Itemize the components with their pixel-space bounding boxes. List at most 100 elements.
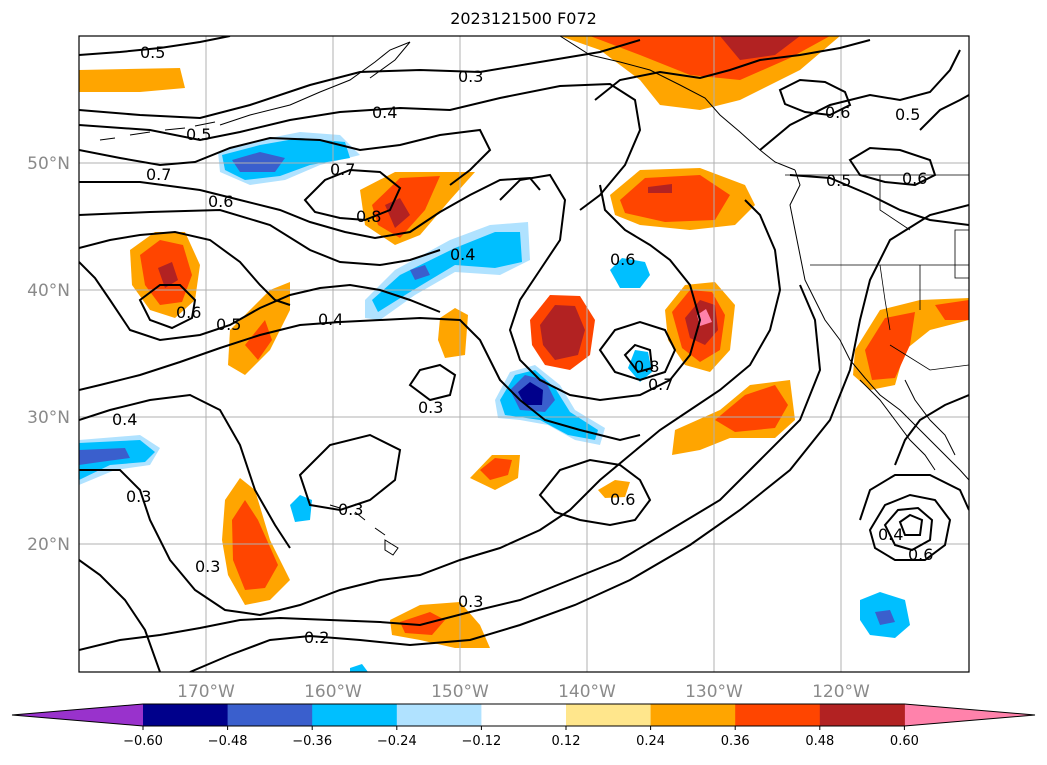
longitude-labels: 170°W 160°W 150°W 140°W 130°W 120°W xyxy=(177,682,870,702)
contour-line xyxy=(79,36,231,56)
contour-line xyxy=(538,458,652,527)
contour-line xyxy=(759,49,961,151)
contour-label: 0.3 xyxy=(195,557,220,576)
contour-label: 0.4 xyxy=(372,103,397,122)
contour-line xyxy=(79,199,782,617)
lon-label-140w: 140°W xyxy=(558,682,616,702)
colorbar-segment xyxy=(312,704,398,726)
contour-label: 0.3 xyxy=(418,398,443,417)
map-area: 0.5 0.3 0.4 0.5 0.7 0.7 0.6 0.8 0.4 0.6 … xyxy=(79,36,969,672)
colorbar-extend-min xyxy=(12,704,143,726)
contour-line xyxy=(79,176,541,240)
contour-line xyxy=(79,559,161,672)
contour-line xyxy=(79,39,641,120)
contour-label: 0.5 xyxy=(216,315,241,334)
contour-label: 0.6 xyxy=(908,545,933,564)
contour-line xyxy=(898,513,924,536)
positive-anomaly-region xyxy=(79,68,185,92)
colorbar-tick-label: 0.48 xyxy=(805,734,834,749)
colorbar-tick-label: 0.60 xyxy=(890,734,919,749)
contour-label: 0.5 xyxy=(895,105,920,124)
contour-label: 0.6 xyxy=(176,303,201,322)
contour-label: 0.7 xyxy=(648,375,673,394)
contour-label: 0.7 xyxy=(330,160,355,179)
positive-anomaly-region xyxy=(540,305,585,360)
lon-label-150w: 150°W xyxy=(431,682,489,702)
lon-label-160w: 160°W xyxy=(304,682,362,702)
anomaly-fills xyxy=(79,36,969,672)
contour-line xyxy=(138,284,197,330)
contour-line xyxy=(919,94,969,131)
contour-line xyxy=(79,128,492,186)
lon-label-170w: 170°W xyxy=(177,682,235,702)
lat-label-50n: 50°N xyxy=(27,154,70,174)
negative-anomaly-region xyxy=(232,152,285,172)
colorbar-segment xyxy=(566,704,652,726)
lon-label-120w: 120°W xyxy=(812,682,870,702)
contour-line xyxy=(408,363,457,402)
contour-line xyxy=(79,393,291,549)
colorbar-segment xyxy=(735,704,821,726)
contour-label: 0.5 xyxy=(826,171,851,190)
contour-label: 0.6 xyxy=(610,250,635,269)
contour-line xyxy=(594,39,871,101)
contour-line xyxy=(298,433,402,512)
gulf-coast xyxy=(904,379,956,456)
contour-label: 0.6 xyxy=(610,490,635,509)
negative-anomaly-region xyxy=(518,382,543,405)
colorbar-tick-label: −0.36 xyxy=(292,734,332,749)
contour-line xyxy=(79,261,441,342)
colorbar-segment xyxy=(143,704,229,726)
map-frame xyxy=(78,35,970,673)
positive-anomaly-region xyxy=(648,184,672,193)
contour-line xyxy=(789,174,969,226)
contour-line xyxy=(778,78,852,117)
us-mexico-border xyxy=(889,344,969,371)
contour-line xyxy=(859,474,969,521)
contour-line xyxy=(883,506,934,552)
positive-anomaly-region xyxy=(232,500,278,590)
colorbar-extend-max xyxy=(904,704,1035,726)
negative-anomaly-region xyxy=(410,265,430,280)
contour-line xyxy=(848,146,937,187)
lon-label-130w: 130°W xyxy=(685,682,743,702)
latitude-labels: 50°N 40°N 30°N 20°N xyxy=(27,154,70,555)
contour-label-group: 0.5 0.3 0.4 0.5 0.7 0.7 0.6 0.8 0.4 0.6 … xyxy=(112,43,933,647)
positive-anomaly-region xyxy=(865,312,915,380)
positive-anomaly-region xyxy=(372,176,440,238)
positive-anomaly-region xyxy=(720,36,800,60)
map-title: 2023121500 F072 xyxy=(450,9,597,28)
positive-anomaly-region xyxy=(697,309,712,326)
colorbar-tick-label: −0.60 xyxy=(123,734,163,749)
colorbar-segment xyxy=(227,704,313,726)
contour-line xyxy=(303,168,402,222)
contour-line xyxy=(868,493,952,561)
political-borders xyxy=(785,174,969,371)
contour-label: 0.8 xyxy=(356,207,381,226)
contour-line xyxy=(499,173,702,402)
positive-anomaly-region xyxy=(438,308,468,358)
us-state-border xyxy=(879,264,891,331)
positive-anomaly-region xyxy=(598,480,630,498)
aleutian-islands xyxy=(99,121,216,141)
positive-anomaly-region xyxy=(620,175,730,222)
colorbar-segment xyxy=(481,704,567,726)
contour-label: 0.6 xyxy=(825,103,850,122)
colorbar: −0.60 −0.48 −0.36 −0.24 −0.12 0.12 0.24 0.36 0.4… xyxy=(11,703,1036,749)
contour-lines xyxy=(79,36,969,672)
lat-label-30n: 30°N xyxy=(27,408,70,428)
colorbar-tick-label: 0.36 xyxy=(721,734,750,749)
colorbar-tick-label: 0.12 xyxy=(552,734,581,749)
colorbar-tick-label: −0.48 xyxy=(208,734,248,749)
contour-line xyxy=(623,343,654,374)
positive-anomaly-region xyxy=(480,458,512,480)
contour-label: 0.3 xyxy=(458,67,483,86)
negative-anomaly-region xyxy=(350,664,368,672)
negative-anomaly-region xyxy=(628,350,652,382)
state-outline xyxy=(954,229,969,279)
contour-label: 0.2 xyxy=(304,628,329,647)
contour-line xyxy=(79,208,441,267)
contour-label: 0.3 xyxy=(458,592,483,611)
contour-label: 0.4 xyxy=(450,245,475,264)
